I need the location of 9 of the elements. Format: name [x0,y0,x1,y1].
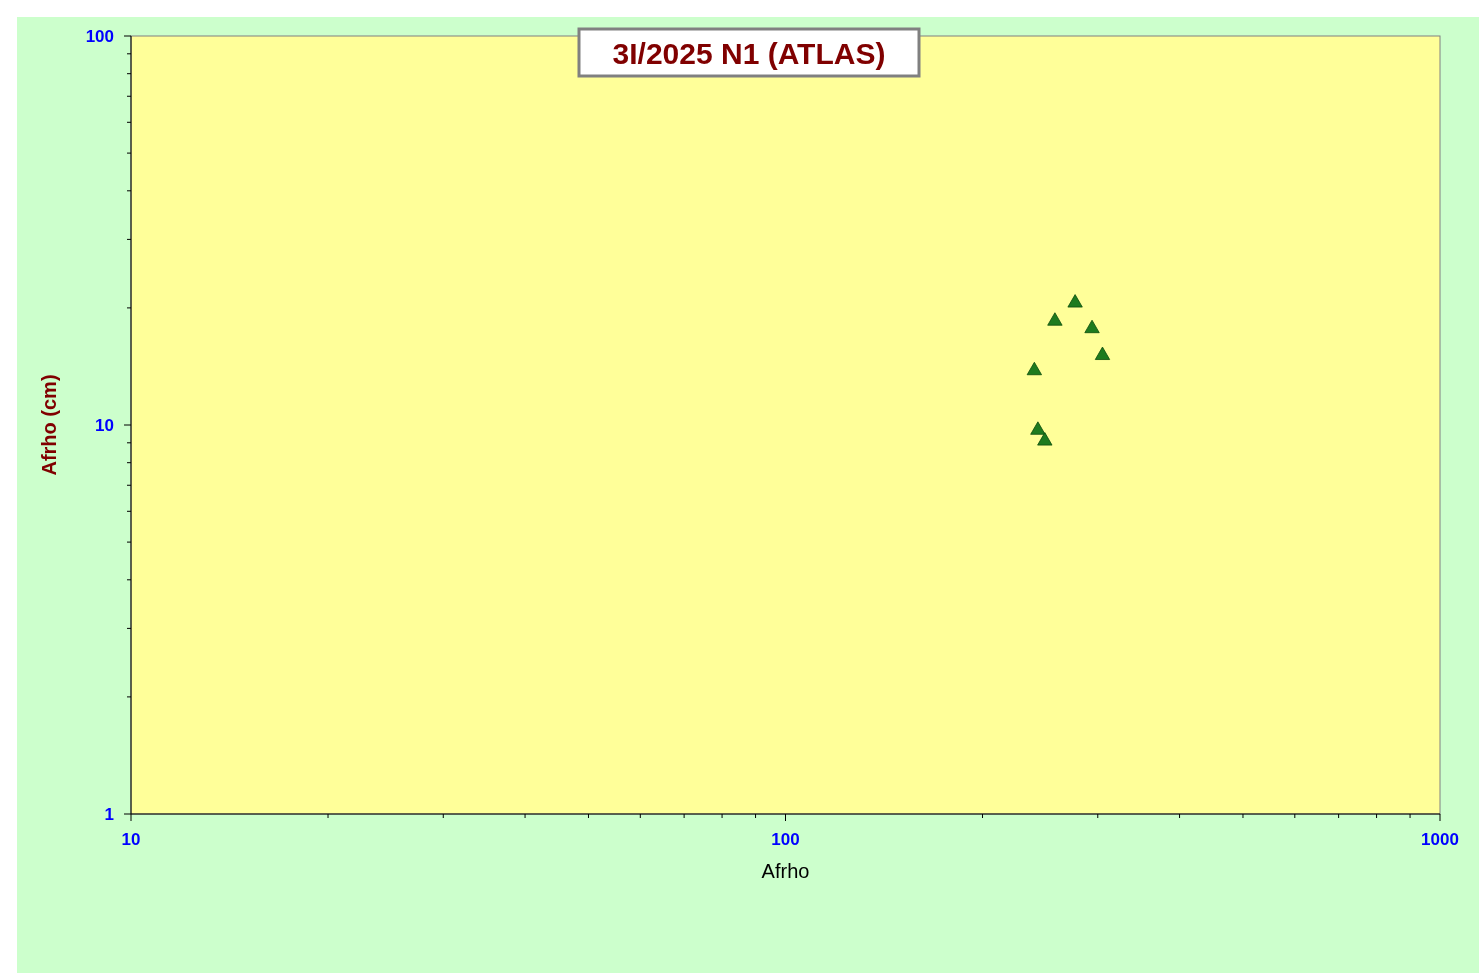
y-axis-title: Afrho (cm) [38,374,60,476]
x-tick-label: 1000 [1421,830,1459,849]
y-tick-label: 1 [104,805,114,824]
chart-title: 3I/2025 N1 (ATLAS) [612,37,886,70]
x-tick-label: 100 [771,830,800,849]
x-axis-title: Afrho [761,860,810,882]
x-tick-label: 10 [121,830,141,849]
y-tick-label: 10 [95,416,114,435]
y-tick-label: 100 [85,27,114,46]
